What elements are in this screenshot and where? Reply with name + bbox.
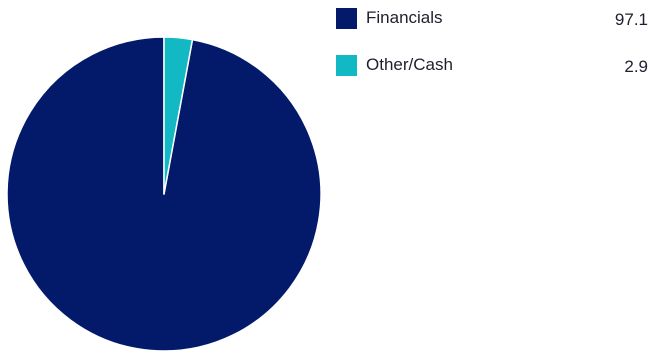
legend-value-other-cash: 2.9 xyxy=(624,57,648,76)
legend-item-financials: Financials 97.1 xyxy=(336,6,652,30)
legend: Financials 97.1 Other/Cash 2.9 xyxy=(336,6,652,100)
legend-label-other-cash: Other/Cash xyxy=(366,55,453,74)
legend-label-financials: Financials xyxy=(366,8,443,27)
legend-swatch-other-cash xyxy=(336,55,357,76)
pie-chart xyxy=(6,36,322,352)
pie-slice-other-cash xyxy=(163,36,194,195)
legend-item-other-cash: Other/Cash 2.9 xyxy=(336,53,652,77)
legend-value-financials: 97.1 xyxy=(614,10,648,29)
legend-swatch-financials xyxy=(336,8,357,29)
